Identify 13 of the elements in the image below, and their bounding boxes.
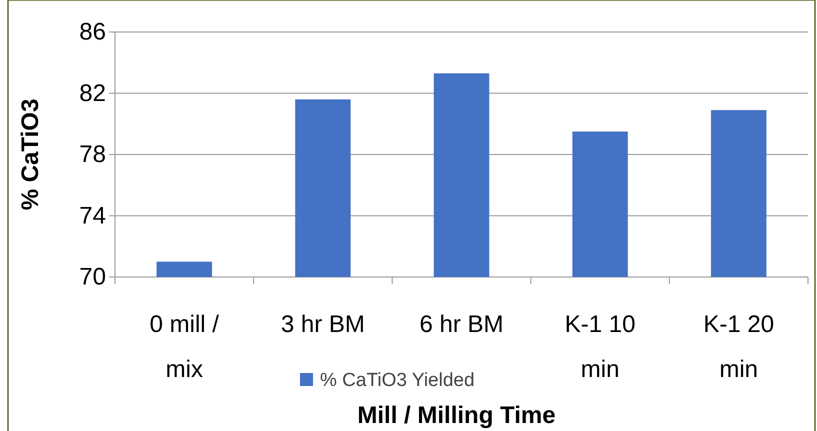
x-tick-label: 0 mill / mix bbox=[150, 311, 220, 383]
y-tick-label: 78 bbox=[79, 141, 106, 168]
y-tick-label: 82 bbox=[79, 80, 106, 107]
y-tick-label: 70 bbox=[79, 264, 106, 291]
x-tick-label: K-1 20 min bbox=[703, 311, 774, 383]
y-tick-label: 74 bbox=[79, 202, 106, 230]
x-axis-title: Mill / Milling Time bbox=[357, 402, 556, 429]
legend-label: % CaTiO3 Yielded bbox=[320, 370, 475, 391]
x-tick-label: 6 hr BM bbox=[419, 311, 504, 338]
y-axis-title: % CaTiO3 bbox=[17, 98, 44, 210]
x-tick-label: K-1 10 min bbox=[564, 311, 636, 383]
x-tick-label: 3 hr BM bbox=[280, 311, 365, 338]
y-tick-label: 86 bbox=[79, 18, 106, 46]
